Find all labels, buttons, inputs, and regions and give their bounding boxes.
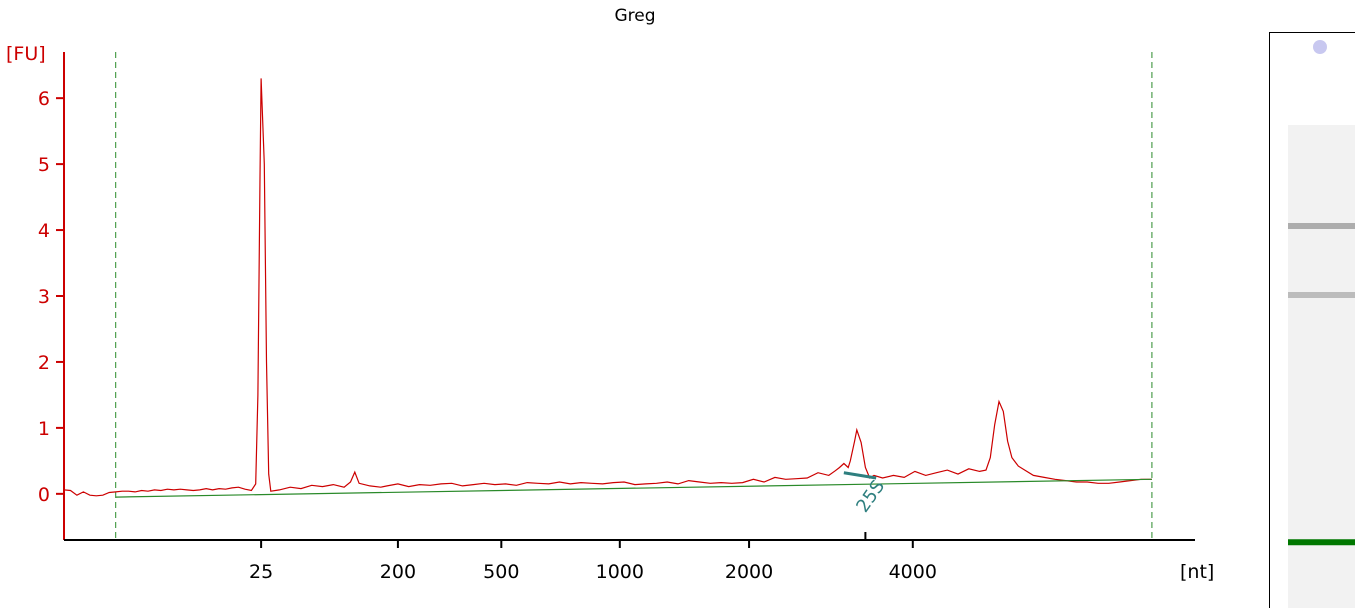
y-tick-label: 6 — [38, 88, 50, 110]
well-marker — [1313, 40, 1327, 54]
y-axis-label: [FU] — [6, 43, 46, 65]
y-tick-label: 3 — [38, 286, 50, 308]
x-tick-label: 25 — [249, 561, 273, 583]
fluorescence-trace — [63, 78, 1152, 497]
chart-title: Greg — [614, 6, 656, 26]
y-tick-label: 4 — [38, 220, 50, 242]
baseline-line — [115, 478, 1152, 498]
x-axis-label: [nt] — [1180, 561, 1214, 583]
marker-band — [1288, 539, 1355, 546]
gel-image — [1288, 40, 1355, 608]
y-tick-label: 0 — [38, 484, 50, 506]
x-tick-label: 500 — [483, 561, 519, 583]
x-tick-label: 2000 — [725, 561, 773, 583]
gel-lane — [1269, 32, 1355, 608]
electropherogram-chart: 0 1 2 3 4 5 6 [FU] 25 200 500 1000 2000 4000 [nt] 25S — [6, 43, 1214, 583]
y-tick-label: 5 — [38, 154, 50, 176]
peak-label: 25S — [852, 476, 889, 516]
rna-band — [1288, 292, 1355, 298]
peak-25s-bar — [843, 471, 877, 480]
rna-band — [1288, 223, 1355, 229]
lane-background — [1288, 125, 1355, 608]
y-tick-label: 2 — [38, 352, 50, 374]
x-tick-label: 200 — [380, 561, 416, 583]
x-tick-label: 4000 — [889, 561, 937, 583]
y-tick-label: 1 — [38, 418, 50, 440]
x-tick-label: 1000 — [596, 561, 644, 583]
